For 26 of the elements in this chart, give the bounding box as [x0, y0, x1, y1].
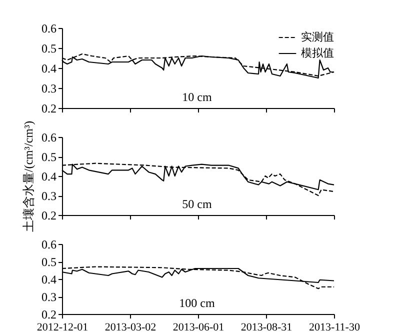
annotation: 100 cm — [179, 296, 216, 310]
y-tick-label: 0.3 — [42, 82, 56, 96]
legend-label: 模拟值 — [301, 46, 334, 60]
y-tick-label: 0.2 — [42, 102, 56, 116]
y-tick-label: 0.5 — [42, 150, 56, 164]
y-tick-label: 0.2 — [42, 308, 56, 322]
y-tick-label: 0.6 — [42, 238, 56, 252]
y-tick-label: 0.4 — [42, 62, 56, 76]
y-tick-label: 0.5 — [42, 42, 56, 56]
y-axis-title: 土壤含水量/(cm³/cm³) — [22, 120, 36, 232]
x-tick-label: 2013-03-02 — [104, 322, 156, 333]
x-tick-label: 2012-12-01 — [36, 322, 88, 333]
y-tick-label: 0.3 — [42, 189, 56, 203]
y-tick-label: 0.5 — [42, 255, 56, 269]
y-tick-label: 0.6 — [42, 22, 56, 36]
x-tick-label: 2013-11-30 — [309, 322, 360, 333]
y-tick-label: 0.3 — [42, 290, 56, 304]
x-tick-label: 2013-06-01 — [172, 322, 224, 333]
y-tick-label: 0.4 — [42, 272, 56, 286]
x-tick-label: 2013-08-31 — [240, 322, 292, 333]
legend-label: 实测值 — [301, 30, 334, 44]
annotation: 50 cm — [182, 197, 212, 211]
y-tick-label: 0.6 — [42, 130, 56, 144]
annotation: 10 cm — [182, 90, 212, 104]
y-tick-label: 0.2 — [42, 208, 56, 222]
y-tick-label: 0.4 — [42, 170, 56, 184]
